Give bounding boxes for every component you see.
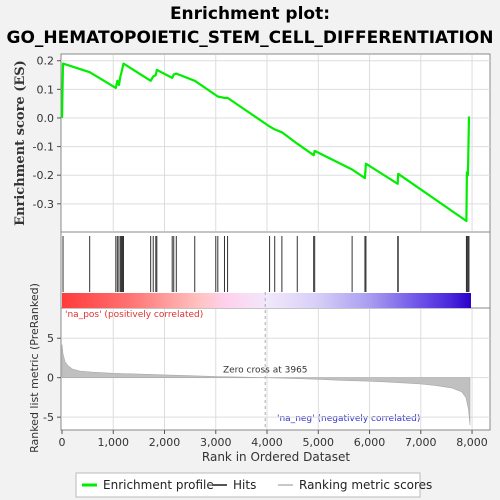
metric-y-axis-label: Ranked list metric (PreRanked) [28, 283, 41, 453]
es-tick-label: -0.1 [33, 141, 54, 154]
es-y-ticks: 0.2 0.1 0.0 -0.1 -0.2 -0.3 [33, 55, 61, 211]
legend-label: Hits [233, 478, 256, 492]
es-tick-label: -0.3 [33, 198, 54, 211]
negative-correlation-label: 'na_neg' (negatively correlated) [277, 414, 420, 424]
x-tick-label: 3,000 [200, 436, 232, 449]
x-tick-label: 8,000 [456, 436, 488, 449]
zero-cross-label: Zero cross at 3965 [223, 366, 308, 376]
ranking-color-bar [62, 293, 471, 308]
metric-tick-label: 0 [47, 372, 54, 385]
chart-title-line2: GO_HEMATOPOIETIC_STEM_CELL_DIFFERENTIATI… [6, 28, 494, 48]
es-panel-frame [60, 53, 491, 233]
metric-panel-frame [60, 307, 491, 431]
legend: Enrichment profile Hits Ranking metric sco… [82, 478, 432, 492]
es-grid [61, 55, 490, 231]
x-tick-label: 7,000 [405, 436, 437, 449]
x-axis-ticks: 0 1,000 2,000 3,000 4,000 5,000 6,000 7,000 8,00… [59, 430, 488, 449]
es-tick-label: -0.2 [33, 169, 54, 182]
legend-label: Enrichment profile [103, 478, 214, 492]
x-tick-label: 6,000 [354, 436, 386, 449]
es-tick-label: 0.0 [37, 112, 55, 125]
metric-y-ticks: 5 0 -5 [43, 332, 61, 424]
legend-label: Ranking metric scores [299, 478, 432, 492]
x-axis-label: Rank in Ordered Dataset [202, 450, 350, 464]
es-tick-label: 0.1 [37, 83, 55, 96]
x-tick-label: 4,000 [251, 436, 283, 449]
es-profile [60, 62, 471, 223]
es-tick-label: 0.2 [37, 55, 55, 68]
x-tick-label: 1,000 [98, 436, 130, 449]
chart-title-line1: Enrichment plot: [169, 4, 331, 24]
metric-tick-label: 5 [47, 332, 54, 345]
legend-box [75, 472, 421, 498]
enrichment-profile-line [60, 62, 471, 223]
metric-tick-label: -5 [43, 411, 54, 424]
hit-markers [62, 236, 470, 292]
x-tick-label: 5,000 [303, 436, 335, 449]
x-tick-label: 0 [59, 436, 66, 449]
es-y-axis-label: Enrichment score (ES) [13, 60, 28, 226]
positive-correlation-label: 'na_pos' (positively correlated) [65, 310, 203, 320]
x-tick-label: 2,000 [149, 436, 181, 449]
